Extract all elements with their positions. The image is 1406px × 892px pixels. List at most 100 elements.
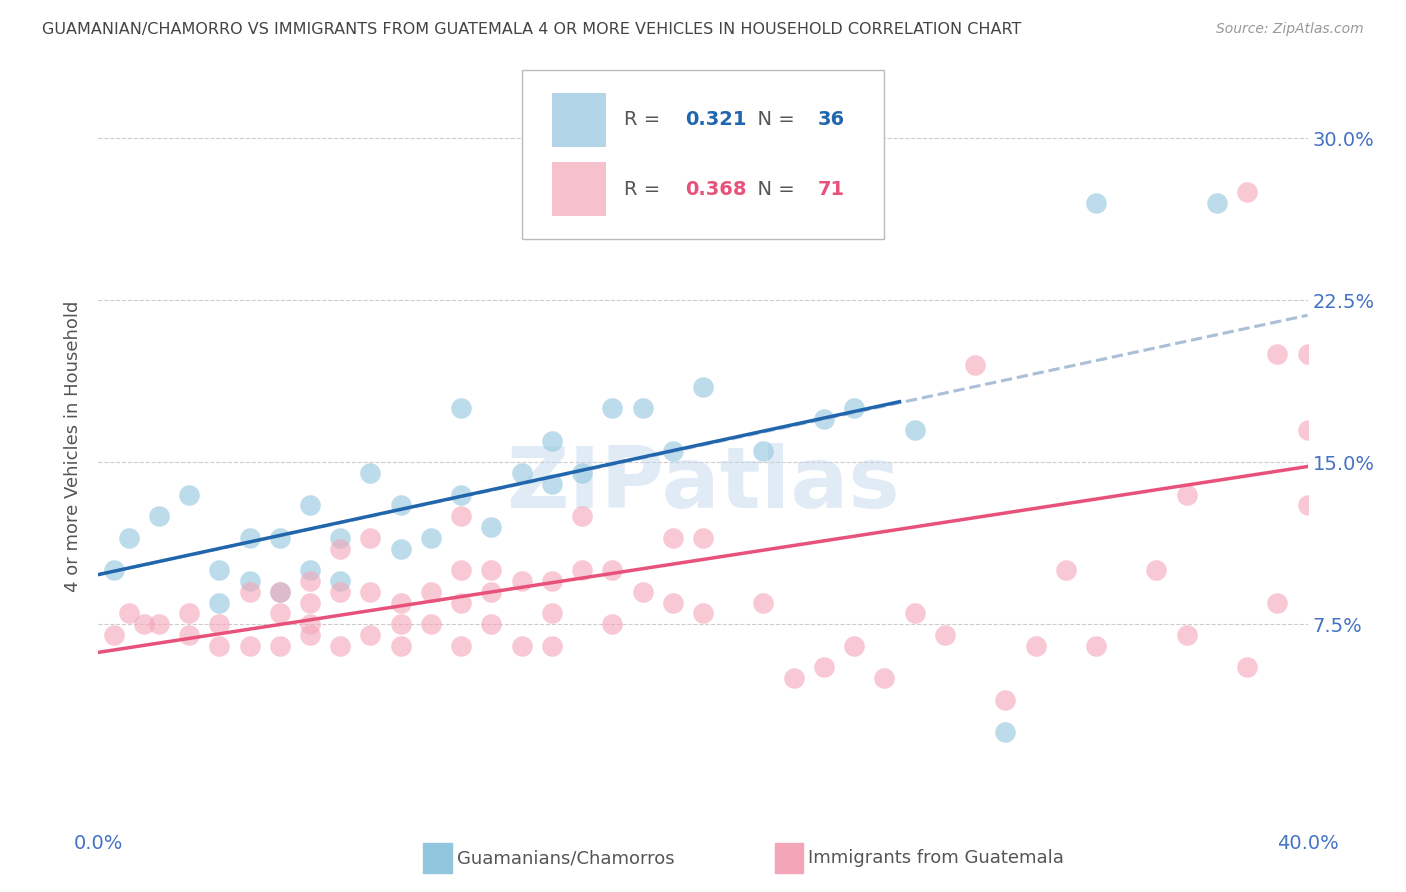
Point <box>132 617 155 632</box>
Point <box>1236 660 1258 674</box>
Point <box>481 617 503 632</box>
Point <box>540 574 562 588</box>
Point <box>420 531 443 545</box>
Point <box>661 444 683 458</box>
Point <box>602 563 624 577</box>
Bar <box>551 93 606 147</box>
Point <box>389 541 412 556</box>
Point <box>692 607 714 621</box>
Point <box>208 563 231 577</box>
Point <box>329 585 352 599</box>
Point <box>661 596 683 610</box>
Point <box>1296 499 1319 513</box>
Point <box>692 531 714 545</box>
Point <box>179 607 201 621</box>
Point <box>269 585 291 599</box>
Point <box>1267 596 1289 610</box>
Point <box>631 585 654 599</box>
Point <box>1236 185 1258 199</box>
Text: Guamanians/Chamorros: Guamanians/Chamorros <box>457 849 675 867</box>
Point <box>1206 195 1229 210</box>
Point <box>450 401 472 416</box>
Point <box>208 617 231 632</box>
Point <box>1267 347 1289 361</box>
Point <box>239 585 262 599</box>
Point <box>299 628 322 642</box>
Bar <box>551 162 606 216</box>
Point <box>965 358 987 372</box>
Point <box>844 401 866 416</box>
Point <box>994 725 1017 739</box>
Point <box>450 639 472 653</box>
Point <box>1085 639 1108 653</box>
Text: N =: N = <box>745 111 801 129</box>
Point <box>631 401 654 416</box>
Point <box>1054 563 1077 577</box>
Point <box>299 574 322 588</box>
Point <box>329 574 352 588</box>
Point <box>118 607 141 621</box>
Point <box>540 476 562 491</box>
Point <box>389 639 412 653</box>
Point <box>329 541 352 556</box>
Point <box>420 585 443 599</box>
Point <box>510 466 533 480</box>
Point <box>481 563 503 577</box>
Point <box>540 434 562 448</box>
Point <box>844 639 866 653</box>
Point <box>692 379 714 393</box>
Point <box>1175 628 1198 642</box>
Point <box>389 596 412 610</box>
Point <box>299 617 322 632</box>
Text: Source: ZipAtlas.com: Source: ZipAtlas.com <box>1216 22 1364 37</box>
Point <box>329 531 352 545</box>
Point <box>360 585 382 599</box>
Point <box>510 574 533 588</box>
Point <box>934 628 956 642</box>
Point <box>1296 423 1319 437</box>
Text: 36: 36 <box>818 111 845 129</box>
Point <box>450 509 472 524</box>
Point <box>299 596 322 610</box>
Point <box>269 531 291 545</box>
Point <box>540 639 562 653</box>
Point <box>103 628 125 642</box>
Point <box>208 596 231 610</box>
Point <box>813 412 835 426</box>
Point <box>239 574 262 588</box>
Point <box>481 585 503 599</box>
Y-axis label: 4 or more Vehicles in Household: 4 or more Vehicles in Household <box>65 301 83 591</box>
Point <box>602 401 624 416</box>
Point <box>1085 195 1108 210</box>
Text: Immigrants from Guatemala: Immigrants from Guatemala <box>808 849 1064 867</box>
Point <box>904 607 927 621</box>
Point <box>752 444 775 458</box>
Point <box>103 563 125 577</box>
Point <box>148 617 170 632</box>
Point <box>299 499 322 513</box>
Point <box>450 563 472 577</box>
Point <box>179 628 201 642</box>
Point <box>389 617 412 632</box>
Point <box>510 639 533 653</box>
Point <box>1144 563 1167 577</box>
Point <box>118 531 141 545</box>
Point <box>571 509 593 524</box>
Text: ZIPatlas: ZIPatlas <box>506 442 900 526</box>
Point <box>571 563 593 577</box>
Point <box>1296 347 1319 361</box>
Point <box>571 466 593 480</box>
Text: GUAMANIAN/CHAMORRO VS IMMIGRANTS FROM GUATEMALA 4 OR MORE VEHICLES IN HOUSEHOLD : GUAMANIAN/CHAMORRO VS IMMIGRANTS FROM GU… <box>42 22 1022 37</box>
Point <box>420 617 443 632</box>
Point <box>481 520 503 534</box>
Point <box>299 563 322 577</box>
Text: R =: R = <box>624 179 666 199</box>
Point <box>269 607 291 621</box>
Text: R =: R = <box>624 111 666 129</box>
Point <box>783 671 806 685</box>
Text: 0.368: 0.368 <box>685 179 747 199</box>
Point <box>179 488 201 502</box>
Point <box>360 531 382 545</box>
Point <box>661 531 683 545</box>
Point <box>602 617 624 632</box>
